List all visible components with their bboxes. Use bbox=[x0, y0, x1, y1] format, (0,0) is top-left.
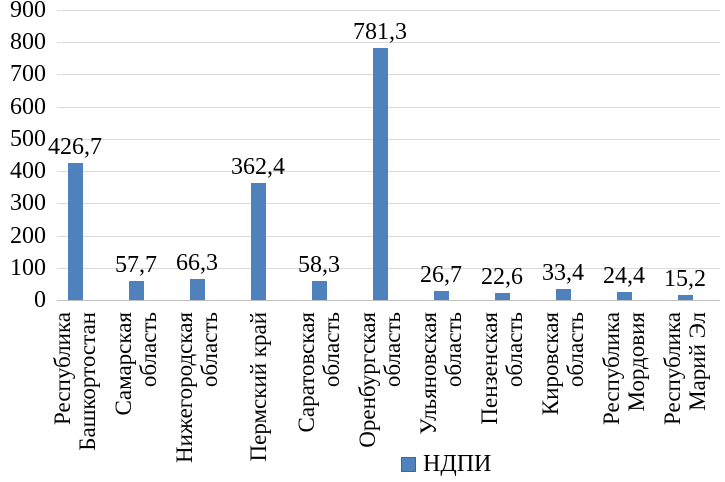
y-axis-tick-label: 500 bbox=[10, 125, 46, 152]
legend-label: НДПИ bbox=[423, 451, 492, 477]
x-axis-category-label: Республика Башкортостан bbox=[50, 312, 100, 451]
x-axis-category-label: Самарская область bbox=[111, 312, 161, 416]
y-axis-tick-label: 900 bbox=[10, 0, 46, 23]
y-axis-tick-label: 600 bbox=[10, 93, 46, 120]
bar-value-label: 58,3 bbox=[298, 252, 340, 279]
gridline bbox=[57, 10, 720, 11]
bar bbox=[677, 295, 693, 300]
bar bbox=[372, 48, 388, 300]
bar bbox=[494, 292, 510, 300]
x-axis-category-label: Пермский край bbox=[245, 312, 271, 462]
x-axis-category-label: Оренбургская область bbox=[355, 312, 405, 448]
y-axis-tick-label: 800 bbox=[10, 29, 46, 56]
y-axis-tick-label: 300 bbox=[10, 190, 46, 217]
x-axis-category-label: Нижегородская область bbox=[172, 312, 222, 463]
gridline bbox=[57, 74, 720, 76]
gridline bbox=[57, 138, 720, 140]
bar bbox=[250, 183, 266, 300]
y-axis-tick-label: 700 bbox=[10, 61, 46, 88]
bar-value-label: 66,3 bbox=[176, 249, 218, 276]
bar bbox=[67, 162, 83, 300]
bar-value-label: 57,7 bbox=[115, 252, 157, 279]
x-axis-category-label: Республика Марий Эл bbox=[660, 312, 710, 425]
bar bbox=[433, 291, 449, 300]
gridline bbox=[57, 203, 720, 205]
gridline bbox=[57, 171, 720, 173]
bar-value-label: 24,4 bbox=[603, 263, 645, 290]
bar-value-label: 15,2 bbox=[664, 266, 706, 293]
gridline bbox=[57, 42, 720, 44]
x-axis-category-label: Кировская область bbox=[538, 312, 588, 416]
bar bbox=[555, 289, 571, 300]
y-axis-tick-label: 0 bbox=[34, 287, 46, 313]
x-axis-line bbox=[57, 300, 720, 301]
x-axis-category-label: Саратовская область bbox=[294, 312, 344, 433]
y-axis-tick-label: 200 bbox=[10, 222, 46, 249]
bar bbox=[311, 281, 327, 300]
y-axis-tick-label: 400 bbox=[10, 158, 46, 185]
gridline bbox=[57, 106, 720, 108]
bar bbox=[189, 278, 205, 300]
legend-swatch-icon bbox=[401, 456, 416, 472]
bar-value-label: 33,4 bbox=[542, 260, 584, 287]
bar-value-label: 362,4 bbox=[231, 154, 285, 181]
bar-value-label: 22,6 bbox=[481, 263, 523, 290]
legend: НДПИ bbox=[401, 452, 491, 476]
gridline bbox=[57, 267, 720, 269]
bar bbox=[128, 281, 144, 300]
x-axis-category-label: Республика Мордовия bbox=[599, 312, 649, 425]
y-axis-tick-label: 100 bbox=[10, 254, 46, 281]
bar-value-label: 781,3 bbox=[353, 19, 407, 46]
bar-value-label: 26,7 bbox=[420, 262, 462, 289]
gridline bbox=[57, 235, 720, 237]
bar bbox=[616, 292, 632, 300]
bar-value-label: 426,7 bbox=[48, 133, 102, 160]
